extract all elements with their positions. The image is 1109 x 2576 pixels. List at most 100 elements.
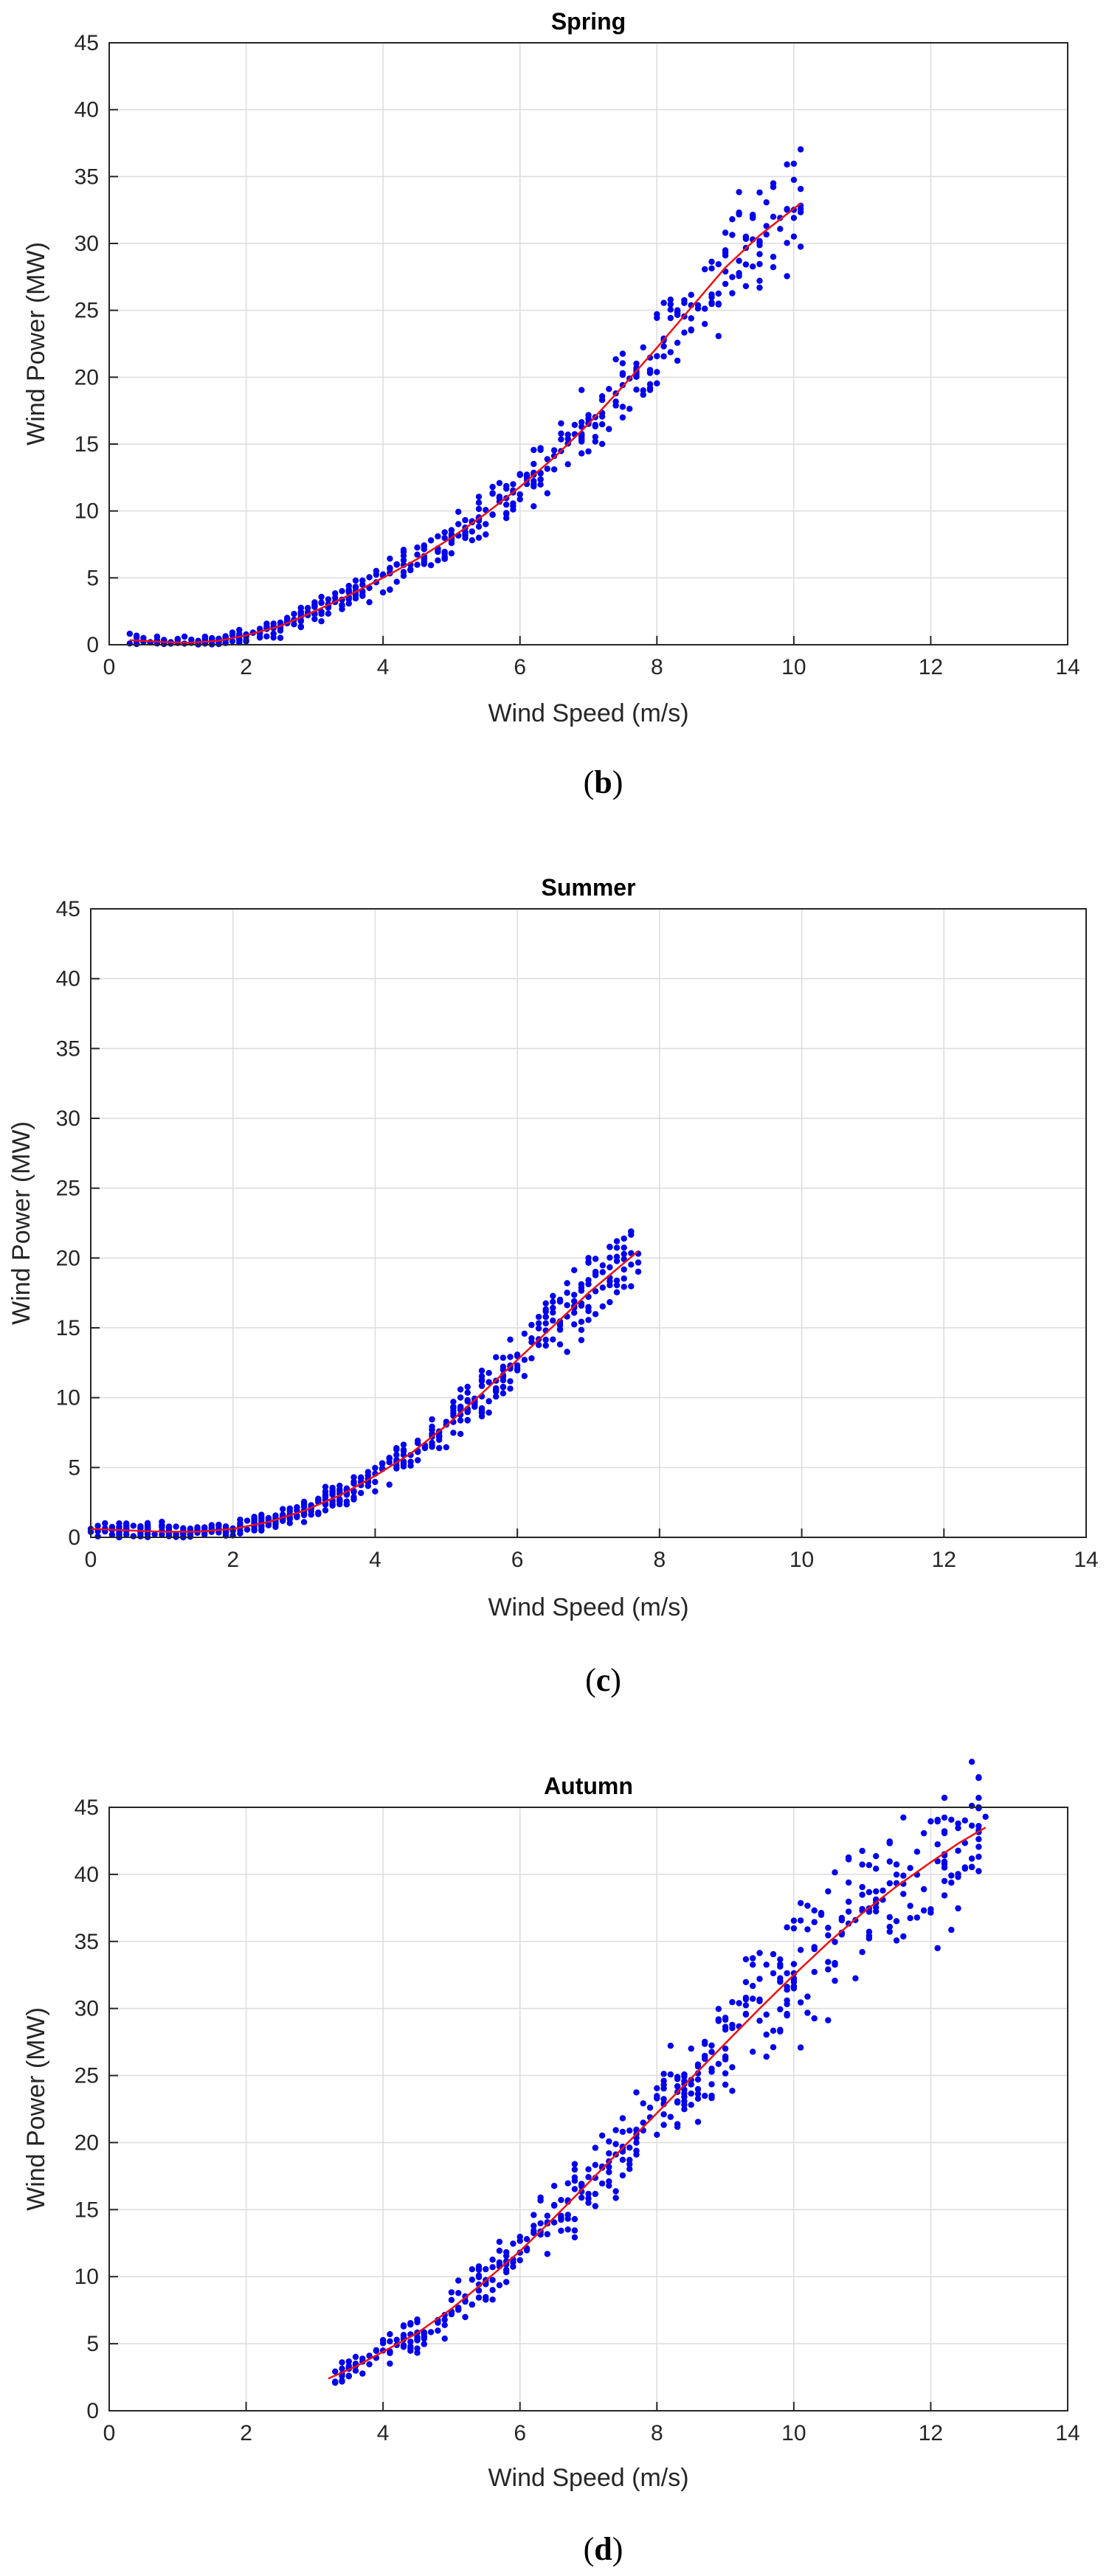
data-point — [308, 1512, 314, 1518]
data-point — [715, 300, 722, 307]
data-point — [535, 1325, 542, 1332]
data-point — [873, 1888, 880, 1895]
data-point — [258, 1512, 265, 1518]
data-point — [667, 301, 674, 308]
data-point — [955, 1871, 961, 1877]
data-point — [722, 249, 729, 257]
x-tick-label: 6 — [511, 1548, 524, 1572]
data-point — [517, 496, 523, 502]
data-point — [633, 2089, 640, 2096]
data-point — [441, 2321, 448, 2328]
data-point — [318, 611, 325, 617]
data-point — [900, 1814, 907, 1821]
data-point — [339, 588, 345, 595]
data-point — [421, 2341, 427, 2347]
data-point — [450, 1430, 457, 1436]
data-point — [790, 1961, 798, 1967]
data-point — [350, 1474, 357, 1481]
data-point — [619, 371, 626, 378]
data-point — [619, 2128, 626, 2136]
data-point — [441, 529, 448, 536]
data-point — [742, 283, 750, 290]
data-point — [941, 1829, 948, 1837]
data-point — [660, 300, 667, 306]
data-point — [599, 1303, 606, 1310]
data-point — [496, 2247, 503, 2254]
data-point — [606, 2150, 612, 2157]
data-point — [646, 2104, 654, 2111]
data-point — [681, 2094, 688, 2100]
data-point — [756, 1976, 763, 1982]
data-point — [469, 2276, 475, 2283]
x-tick-label: 12 — [932, 1548, 956, 1572]
x-tick-label: 6 — [514, 655, 526, 679]
data-point — [790, 1985, 798, 1992]
data-point — [635, 1268, 642, 1275]
panel-caption: (d) — [584, 2531, 623, 2567]
data-point — [322, 1507, 329, 1514]
chart-0: 0 2 4 6 8 10 12 14 0 5 10 15 20 25 30 35 40 45 Spring Wind … — [22, 8, 1080, 800]
data-point — [770, 254, 777, 260]
data-point — [598, 393, 606, 400]
data-point — [448, 540, 455, 547]
data-point — [475, 499, 483, 506]
x-tick-label: 2 — [240, 2421, 252, 2445]
chart-title: Spring — [551, 8, 626, 35]
data-point — [578, 1326, 585, 1334]
data-point — [503, 485, 510, 492]
data-point — [715, 333, 722, 339]
data-point — [845, 1908, 852, 1915]
data-point — [503, 2269, 510, 2276]
data-point — [756, 284, 763, 291]
data-point — [750, 1995, 756, 2002]
data-point — [564, 2226, 571, 2233]
data-point — [483, 2293, 489, 2301]
data-point — [702, 2053, 708, 2060]
data-point — [777, 1978, 784, 1985]
y-tick-label: 25 — [75, 2064, 99, 2088]
data-point — [688, 2102, 694, 2108]
data-point — [777, 226, 784, 232]
data-point — [750, 1962, 756, 1968]
data-point — [318, 593, 325, 600]
data-point — [585, 1258, 592, 1266]
data-point — [507, 1385, 514, 1392]
data-point — [756, 189, 763, 196]
data-point — [159, 1518, 165, 1526]
data-point — [722, 2016, 729, 2023]
data-point — [797, 1999, 804, 2006]
data-point — [750, 2049, 756, 2055]
data-point — [322, 1483, 329, 1490]
data-point — [592, 421, 598, 429]
data-point — [756, 1950, 763, 1956]
data-point — [708, 2049, 715, 2055]
data-point — [742, 2002, 750, 2009]
plot-area — [91, 909, 1086, 1537]
data-point — [469, 537, 475, 544]
data-point — [784, 1984, 790, 1990]
data-point — [729, 1998, 736, 2006]
data-point — [455, 2277, 462, 2284]
data-point — [975, 1868, 982, 1874]
data-point — [429, 1416, 435, 1423]
data-point — [873, 1866, 880, 1872]
data-point — [571, 1267, 578, 1274]
data-point — [763, 199, 770, 206]
data-point — [450, 1405, 457, 1411]
data-point — [280, 1506, 286, 1512]
data-point — [503, 2279, 510, 2285]
data-point — [421, 2329, 427, 2336]
data-point — [550, 2219, 558, 2226]
data-point — [304, 605, 311, 612]
data-point — [607, 1264, 613, 1271]
data-point — [523, 474, 531, 480]
data-point — [558, 420, 564, 427]
data-point — [400, 2322, 407, 2329]
data-point — [934, 1945, 941, 1952]
data-point — [975, 1823, 982, 1829]
data-point — [339, 2372, 345, 2380]
data-point — [626, 2144, 633, 2151]
data-point — [621, 1275, 627, 1282]
data-point — [900, 1891, 907, 1897]
data-point — [722, 280, 729, 288]
